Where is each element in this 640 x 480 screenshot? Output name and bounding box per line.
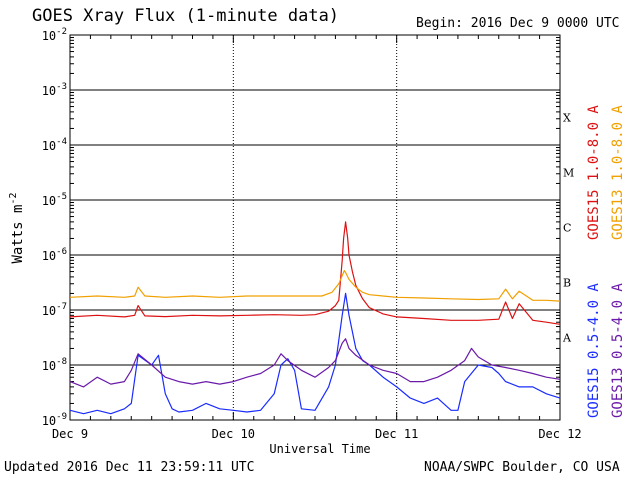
legend: GOES15 1.0-8.0 A GOES13 1.0-8.0 A GOES15 0… [586,105,626,418]
y-tick-labels: 10-2 10-3 10-4 10-5 10-6 10-7 10-8 10-9 [42,27,67,428]
x-axis-title: Universal Time [269,442,371,456]
tick-marks [69,35,561,420]
y-tick-label: 10-5 [42,192,67,208]
legend-entry-2: GOES15 0.5-4.0 A [586,283,602,418]
flare-class-b: B [563,277,571,290]
legend-entry-0: GOES15 1.0-8.0 A [586,105,602,240]
x-tick-label: Dec 11 [375,427,418,441]
updated-time: Updated 2016 Dec 11 23:59:11 UTC [4,460,255,475]
flare-class-x: X [563,112,571,125]
y-tick-label: 10-2 [42,27,67,43]
flare-class-labels: X M C B A [562,112,574,345]
legend-entry-1: GOES13 1.0-8.0 A [610,105,626,240]
y-tick-label: 10-8 [42,357,67,373]
chart-title: GOES Xray Flux (1-minute data) [32,6,340,26]
x-tick-label: Dec 10 [212,427,255,441]
series-line-2 [69,292,561,415]
y-tick-label: 10-9 [42,412,67,428]
y-tick-label: 10-3 [42,82,67,98]
x-tick-label: Dec 9 [52,427,88,441]
series-line-1 [69,270,561,302]
x-tick-labels: Dec 9 Dec 10 Dec 11 Dec 12 [52,427,582,441]
legend-entry-3: GOES13 0.5-4.0 A [610,283,626,418]
series-line-3 [69,338,561,388]
data-source: NOAA/SWPC Boulder, CO USA [424,460,620,475]
begin-time: Begin: 2016 Dec 9 0000 UTC [416,16,620,31]
flare-class-a: A [562,332,572,345]
y-tick-label: 10-4 [42,137,67,153]
y-axis-title: Watts m-2 [8,192,26,263]
flare-class-m: M [563,167,574,180]
y-tick-label: 10-7 [42,302,67,318]
y-tick-label: 10-6 [42,247,67,263]
x-tick-label: Dec 12 [538,427,581,441]
flare-class-c: C [563,222,571,235]
series-line-0 [69,221,561,325]
y-axis-label: Watts m-2 [8,192,26,263]
series-lines [69,221,561,415]
